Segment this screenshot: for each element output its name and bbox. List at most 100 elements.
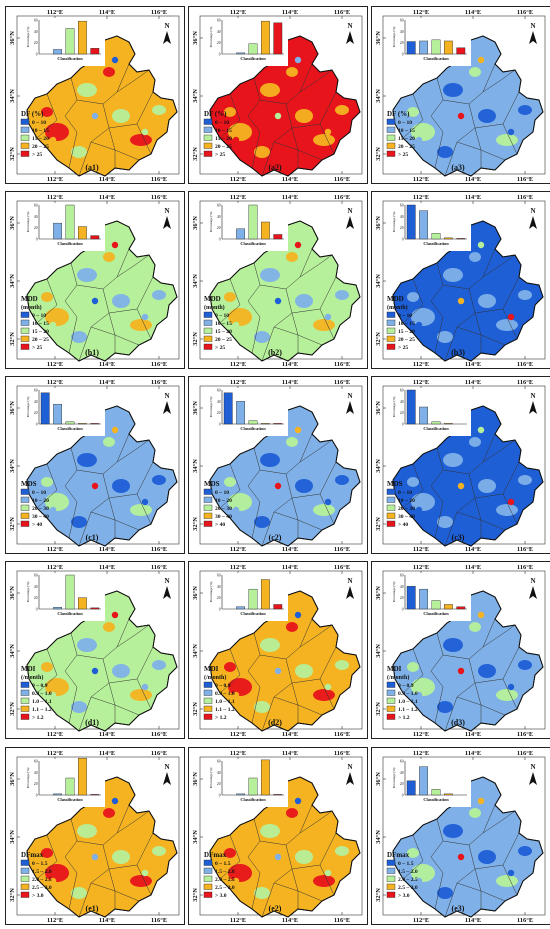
city-boundary <box>402 93 424 139</box>
bar-xlabel: Classification <box>423 241 449 246</box>
contour-patch <box>77 824 97 838</box>
legend-swatch <box>203 859 213 866</box>
map-frame <box>382 570 546 730</box>
city-boundary <box>444 288 476 362</box>
legend-swatch <box>386 134 396 141</box>
legend-entry: 15 ~ 20 <box>215 136 232 142</box>
bar-xlabel: Classification <box>240 611 266 616</box>
city-boundary <box>64 262 78 354</box>
contour-patch <box>313 134 335 146</box>
city-boundary <box>36 834 58 880</box>
lon-tick-label: 116°E <box>334 731 350 738</box>
map-svg: 112°E 112°E 114°E 114°E 116°E 116°E 36°N 34°N 32… <box>5 561 185 739</box>
legend-entry: 2.5 ~ 3.0 <box>215 885 235 891</box>
bar-ytick-label: 60 <box>400 19 404 23</box>
lat-tick-label: 32°N <box>192 332 199 346</box>
bar-4 <box>260 423 270 425</box>
lon-tick-label: 116°E <box>334 379 350 386</box>
hotspot <box>91 482 99 490</box>
legend-swatch <box>203 697 213 704</box>
city-boundary <box>299 810 333 834</box>
legend-entry: 20 ~ 30 <box>398 506 415 512</box>
legend-entry: > 40 <box>398 522 408 528</box>
legend-entry: 2.0 ~ 2.5 <box>32 877 52 883</box>
city-boundary <box>36 648 58 694</box>
contour-patch <box>77 268 97 282</box>
lon-tick-label: 112°E <box>230 564 246 571</box>
city-boundary <box>456 696 506 716</box>
bar-3 <box>431 600 441 610</box>
legend-entry: > 25 <box>215 152 225 158</box>
legend-entry: 10 ~ 20 <box>215 498 232 504</box>
city-boundary <box>78 844 110 918</box>
city-boundary <box>64 632 78 724</box>
bar-ytick-label: 0 <box>36 423 38 427</box>
map-frame <box>16 570 180 730</box>
lon-tick-label: 116°E <box>151 917 167 924</box>
legend-entry: > 3.0 <box>32 893 44 899</box>
legend-entry: 0.9 ~ 1.0 <box>215 691 235 697</box>
lon-tick-label: 112°E <box>47 176 63 183</box>
province-map <box>392 405 544 547</box>
legend-entry: 30 ~ 40 <box>32 514 49 520</box>
contour-patch <box>130 875 152 887</box>
bar-2 <box>53 607 63 610</box>
legend-entry: 2.0 ~ 2.5 <box>215 877 235 883</box>
hotspot <box>111 426 119 434</box>
lat-tick-label: 36°N <box>192 216 199 230</box>
legend-swatch <box>20 311 30 318</box>
contour-patch <box>228 123 252 141</box>
contour-patch <box>224 292 236 302</box>
bar-5 <box>456 606 466 610</box>
map-frame <box>199 15 363 175</box>
legend-entry: 15 ~ 20 <box>32 329 49 335</box>
legend-swatch <box>20 867 30 874</box>
city-boundary <box>430 262 444 354</box>
city-boundary <box>219 278 241 324</box>
lon-tick-label: 112°E <box>413 176 429 183</box>
contour-patch <box>112 109 130 123</box>
lon-tick-label: 116°E <box>151 194 167 201</box>
legend-title: DF (%) <box>21 110 44 118</box>
hotspot <box>507 683 515 691</box>
contour-patch <box>478 479 496 493</box>
legend-swatch <box>386 512 396 519</box>
hotspot <box>111 611 119 619</box>
lat-tick-label: 34°N <box>9 644 16 658</box>
bar-3 <box>431 39 441 55</box>
province-border <box>26 405 178 547</box>
contour-patch <box>335 475 349 485</box>
contour-patch <box>152 660 166 670</box>
hotspot <box>324 313 332 321</box>
lon-tick-label: 116°E <box>517 731 533 738</box>
bar-ytick-label: 0 <box>219 794 221 798</box>
contour-patch <box>71 516 87 528</box>
legend-entry: 2.5 ~ 3.0 <box>32 885 52 891</box>
contour-patch <box>443 453 463 467</box>
legend-swatch <box>203 512 213 519</box>
legend-swatch <box>20 520 30 527</box>
legend-swatch <box>20 875 30 882</box>
lat-tick-label: 36°N <box>375 216 382 230</box>
legend-entry: 20 ~ 25 <box>32 337 49 343</box>
contour-patch <box>518 290 532 300</box>
lon-tick-label: 112°E <box>413 194 429 201</box>
legend-entry: 2.0 ~ 2.5 <box>398 877 418 883</box>
lon-tick-label: 114°E <box>99 361 115 368</box>
province-map <box>392 590 544 732</box>
bar-4 <box>443 237 453 240</box>
legend-entry: > 40 <box>32 522 42 528</box>
bar-4 <box>260 579 270 610</box>
legend-swatch <box>203 875 213 882</box>
legend-title: MDD <box>387 295 404 303</box>
contour-patch <box>45 493 69 511</box>
lon-tick-label: 112°E <box>413 750 429 757</box>
contour-patch <box>254 146 270 158</box>
province-border <box>26 776 178 918</box>
map-svg: 112°E 112°E 114°E 114°E 116°E 116°E 36°N 34°N 32… <box>5 191 185 369</box>
bar-4 <box>443 40 453 55</box>
bar-3 <box>65 777 75 796</box>
bar-ylabel: Percentage (%) <box>392 27 396 48</box>
map-frame <box>199 200 363 360</box>
